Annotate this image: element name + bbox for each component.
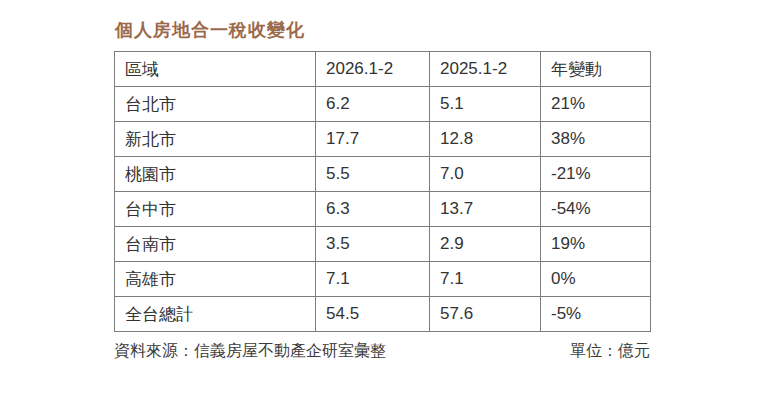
change-cell: -54% (541, 192, 651, 227)
value-2026-cell: 7.1 (316, 262, 430, 297)
region-cell: 新北市 (115, 122, 316, 157)
col-header-change: 年變動 (541, 52, 651, 87)
unit-note: 單位：億元 (570, 341, 650, 362)
value-2025-cell: 2.9 (430, 227, 541, 262)
table-footer: 資料來源：信義房屋不動產企研室彙整 單位：億元 (114, 341, 650, 362)
value-2026-cell: 6.2 (316, 87, 430, 122)
value-2026-cell: 3.5 (316, 227, 430, 262)
value-2025-cell: 13.7 (430, 192, 541, 227)
table-row: 台北市6.25.121% (115, 87, 651, 122)
value-2026-cell: 6.3 (316, 192, 430, 227)
col-header-2026: 2026.1-2 (316, 52, 430, 87)
value-2026-cell: 54.5 (316, 297, 430, 332)
value-2025-cell: 5.1 (430, 87, 541, 122)
table-row: 新北市17.712.838% (115, 122, 651, 157)
value-2025-cell: 7.1 (430, 262, 541, 297)
region-cell: 台南市 (115, 227, 316, 262)
change-cell: 0% (541, 262, 651, 297)
change-cell: 21% (541, 87, 651, 122)
table-header-row: 區域 2026.1-2 2025.1-2 年變動 (115, 52, 651, 87)
table-row: 高雄市7.17.10% (115, 262, 651, 297)
table-row: 台中市6.313.7-54% (115, 192, 651, 227)
change-cell: 19% (541, 227, 651, 262)
value-2026-cell: 5.5 (316, 157, 430, 192)
col-header-2025: 2025.1-2 (430, 52, 541, 87)
value-2026-cell: 17.7 (316, 122, 430, 157)
page-title: 個人房地合一稅收變化 (115, 18, 650, 42)
source-note: 資料來源：信義房屋不動產企研室彙整 (114, 341, 386, 362)
region-cell: 高雄市 (115, 262, 316, 297)
value-2025-cell: 7.0 (430, 157, 541, 192)
table-body: 台北市6.25.121%新北市17.712.838%桃園市5.57.0-21%台… (115, 87, 651, 332)
table-row: 台南市3.52.919% (115, 227, 651, 262)
tax-report: 個人房地合一稅收變化 區域 2026.1-2 2025.1-2 年變動 台北市6… (114, 18, 650, 362)
change-cell: 38% (541, 122, 651, 157)
region-cell: 桃園市 (115, 157, 316, 192)
table-row: 桃園市5.57.0-21% (115, 157, 651, 192)
change-cell: -21% (541, 157, 651, 192)
value-2025-cell: 57.6 (430, 297, 541, 332)
change-cell: -5% (541, 297, 651, 332)
region-cell: 全台總計 (115, 297, 316, 332)
tax-table: 區域 2026.1-2 2025.1-2 年變動 台北市6.25.121%新北市… (114, 51, 651, 332)
region-cell: 台北市 (115, 87, 316, 122)
col-header-region: 區域 (115, 52, 316, 87)
table-row: 全台總計54.557.6-5% (115, 297, 651, 332)
region-cell: 台中市 (115, 192, 316, 227)
value-2025-cell: 12.8 (430, 122, 541, 157)
